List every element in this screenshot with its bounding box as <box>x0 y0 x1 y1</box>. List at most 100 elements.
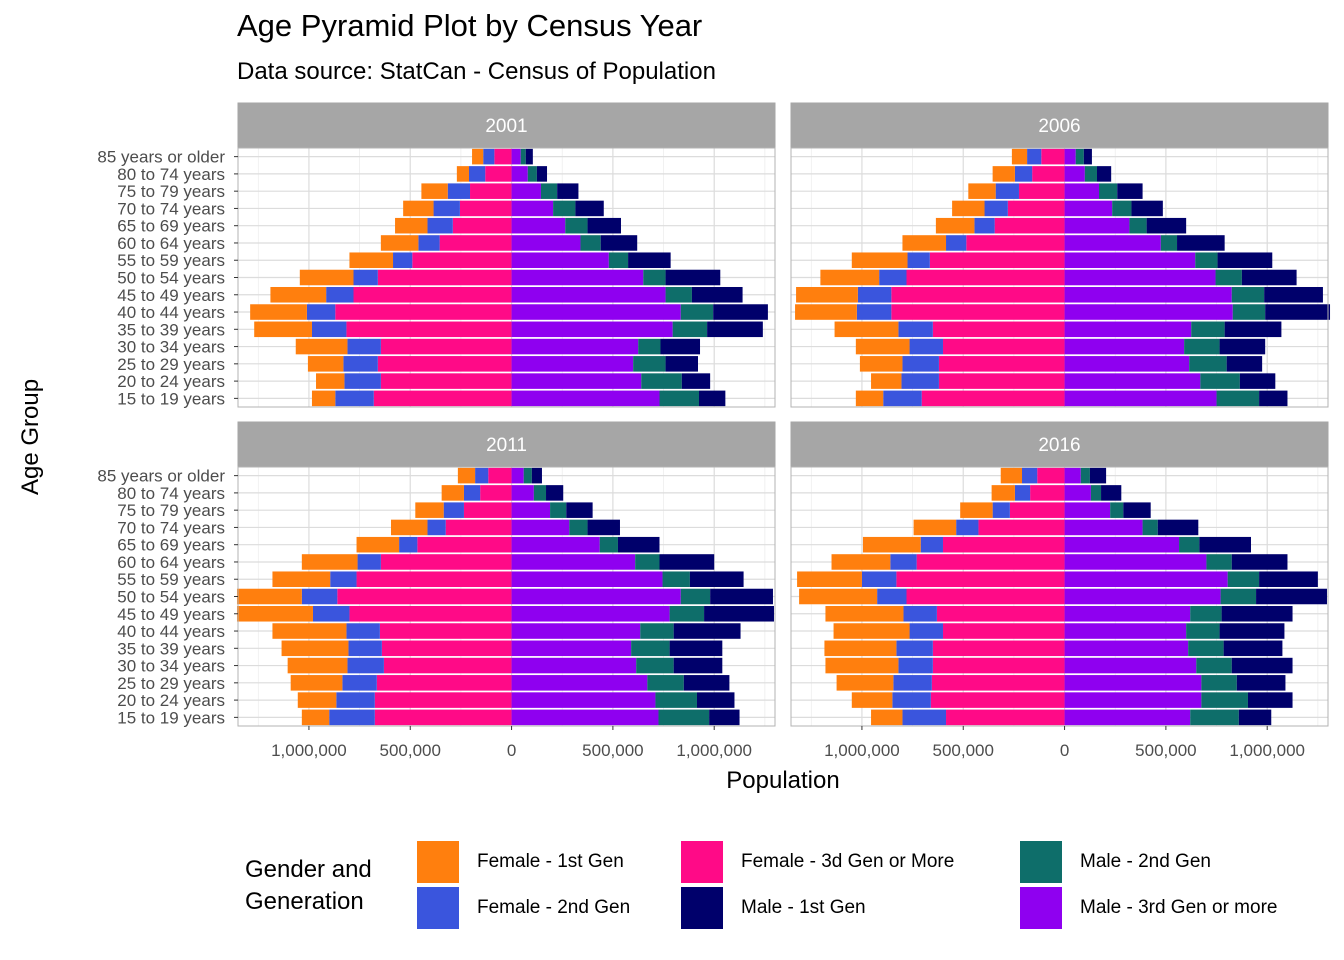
bar-segment <box>356 571 512 588</box>
bar-segment <box>991 485 1015 501</box>
bar-segment <box>301 554 358 570</box>
bar-segment <box>1064 321 1192 338</box>
panel-2006: 2006 <box>790 102 1331 408</box>
bar-segment <box>236 605 313 622</box>
bar-segment <box>1264 286 1323 303</box>
bar-segment <box>439 235 512 251</box>
y-axis-title: Age Group <box>17 379 44 495</box>
bar-segment <box>1014 485 1031 501</box>
bar-segment <box>641 373 682 389</box>
bar-segment <box>353 269 378 286</box>
bar-segment <box>463 485 481 501</box>
bar-segment <box>523 467 532 484</box>
bar-segment <box>557 183 579 199</box>
bar-segment <box>906 588 1065 605</box>
bar-segment <box>349 605 512 622</box>
y-tick-label: 60 to 64 years <box>117 553 225 572</box>
bar-segment <box>459 200 512 217</box>
bar-segment <box>587 217 621 234</box>
bar-segment <box>1215 269 1242 286</box>
bar-segment <box>1030 485 1065 501</box>
bar-segment <box>1037 467 1065 484</box>
bar-segment <box>311 390 336 407</box>
bar-segment <box>1224 321 1282 338</box>
bar-segment <box>1027 148 1042 165</box>
bar-segment <box>1188 640 1224 657</box>
bar-segment <box>1064 502 1111 518</box>
bar-segment <box>707 321 763 338</box>
bar-segment <box>483 148 495 165</box>
bar-segment <box>902 235 947 251</box>
bar-segment <box>250 304 307 320</box>
bar-segment <box>1221 605 1293 622</box>
bar-segment <box>710 588 773 605</box>
bar-segment <box>511 390 660 407</box>
bar-segment <box>373 390 512 407</box>
bar-segment <box>1064 519 1143 536</box>
bar-segment <box>1064 640 1189 657</box>
bar-segment <box>1083 148 1092 165</box>
bar-segment <box>1110 502 1124 518</box>
bar-segment <box>1157 519 1199 536</box>
bar-segment <box>946 235 967 251</box>
bar-segment <box>456 166 470 182</box>
bar-segment <box>1075 148 1084 165</box>
y-tick-label: 65 to 69 years <box>117 217 225 236</box>
bar-segment <box>1080 467 1090 484</box>
bar-segment <box>511 373 642 389</box>
bar-segment <box>916 554 1065 570</box>
bar-segment <box>1223 640 1283 657</box>
bar-segment <box>457 467 476 484</box>
facet-strip-label: 2011 <box>486 435 527 456</box>
bar-segment <box>647 675 684 691</box>
bar-segment <box>1064 390 1217 407</box>
bar-segment <box>511 338 639 355</box>
x-tick-label: 0 <box>507 741 516 760</box>
bar-segment <box>891 304 1065 320</box>
bar-segment <box>665 286 692 303</box>
bar-segment <box>511 269 644 286</box>
legend-swatch <box>1020 841 1062 883</box>
bar-segment <box>659 554 715 570</box>
bar-segment <box>511 709 659 726</box>
bar-segment <box>511 588 681 605</box>
bar-segment <box>343 356 378 372</box>
bar-segment <box>569 519 588 536</box>
bar-segment <box>1239 373 1276 389</box>
bar-segment <box>472 148 484 165</box>
bar-segment <box>640 623 674 639</box>
bar-segment <box>1195 252 1218 269</box>
bar-segment <box>795 304 857 320</box>
bar-segment <box>658 709 710 726</box>
bar-segment <box>1236 675 1286 691</box>
facet-strip-label: 2016 <box>1038 435 1080 456</box>
bar-segment <box>511 640 632 657</box>
bar-segment <box>942 338 1065 355</box>
bar-segment <box>994 217 1065 234</box>
bar-segment <box>992 502 1010 518</box>
bar-segment <box>357 554 381 570</box>
bar-segment <box>1064 217 1130 234</box>
bar-segment <box>636 657 674 674</box>
bar-segment <box>330 571 357 588</box>
bar-segment <box>1096 166 1112 182</box>
bar-segment <box>511 657 637 674</box>
bar-segment <box>831 554 891 570</box>
bar-segment <box>936 605 1065 622</box>
bar-segment <box>511 536 600 553</box>
bar-segment <box>536 166 548 182</box>
bar-segment <box>533 485 547 501</box>
bar-segment <box>306 304 336 320</box>
bar-segment <box>861 571 897 588</box>
bar-segment <box>1231 657 1293 674</box>
y-tick-label: 35 to 39 years <box>117 639 225 658</box>
bar-segment <box>445 519 512 536</box>
bar-segment <box>1101 485 1122 501</box>
bar-segment <box>978 519 1065 536</box>
bar-segment <box>946 709 1065 726</box>
bar-segment <box>930 692 1065 708</box>
bar-segment <box>824 640 897 657</box>
bar-segment <box>673 623 741 639</box>
panel-2016: 2016 1,000,000 500,000 0 500,000 1,000,000 <box>790 421 1329 760</box>
bar-segment <box>348 640 382 657</box>
